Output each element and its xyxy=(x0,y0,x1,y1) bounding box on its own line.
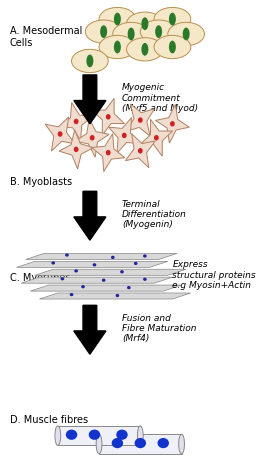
Polygon shape xyxy=(39,293,191,299)
Polygon shape xyxy=(126,104,154,136)
Polygon shape xyxy=(75,118,109,157)
Ellipse shape xyxy=(74,146,78,152)
Text: Express
structural proteins
e.g Myosin+Actin: Express structural proteins e.g Myosin+A… xyxy=(173,260,256,290)
Ellipse shape xyxy=(85,20,122,43)
Ellipse shape xyxy=(55,426,61,446)
Ellipse shape xyxy=(169,13,176,25)
Text: Fusion and
Fibre Maturation
(Mrf4): Fusion and Fibre Maturation (Mrf4) xyxy=(122,314,196,343)
Ellipse shape xyxy=(81,285,85,288)
Ellipse shape xyxy=(154,8,191,31)
Ellipse shape xyxy=(100,25,107,38)
Ellipse shape xyxy=(135,438,146,448)
Ellipse shape xyxy=(51,261,55,265)
Polygon shape xyxy=(30,285,182,291)
Ellipse shape xyxy=(183,28,190,41)
Ellipse shape xyxy=(89,430,100,440)
Text: C. Myotubes: C. Myotubes xyxy=(10,273,70,283)
Ellipse shape xyxy=(143,254,147,258)
Text: A. Mesodermal
Cells: A. Mesodermal Cells xyxy=(10,26,82,48)
Ellipse shape xyxy=(66,430,77,440)
Polygon shape xyxy=(35,269,186,275)
Ellipse shape xyxy=(72,49,108,73)
Ellipse shape xyxy=(113,22,149,46)
Ellipse shape xyxy=(142,43,148,56)
Polygon shape xyxy=(21,277,173,283)
Ellipse shape xyxy=(114,41,121,53)
Ellipse shape xyxy=(134,262,138,265)
Text: B. Myoblasts: B. Myoblasts xyxy=(10,177,72,187)
Ellipse shape xyxy=(138,148,143,154)
Ellipse shape xyxy=(127,12,163,35)
Ellipse shape xyxy=(116,430,128,440)
Ellipse shape xyxy=(122,133,127,138)
FancyBboxPatch shape xyxy=(99,434,182,454)
FancyArrow shape xyxy=(74,75,106,124)
Polygon shape xyxy=(92,134,125,171)
Ellipse shape xyxy=(154,35,191,58)
Ellipse shape xyxy=(96,434,102,454)
Polygon shape xyxy=(26,253,177,260)
Text: D. Muscle fibres: D. Muscle fibres xyxy=(10,414,88,425)
Ellipse shape xyxy=(99,8,136,31)
Ellipse shape xyxy=(169,41,176,53)
Ellipse shape xyxy=(127,286,131,289)
Polygon shape xyxy=(125,134,155,168)
Ellipse shape xyxy=(179,434,184,454)
Ellipse shape xyxy=(106,114,111,120)
Polygon shape xyxy=(140,119,173,156)
Ellipse shape xyxy=(143,277,147,281)
Ellipse shape xyxy=(140,20,177,43)
Ellipse shape xyxy=(65,253,69,257)
FancyArrow shape xyxy=(74,191,106,240)
Ellipse shape xyxy=(58,131,63,137)
Ellipse shape xyxy=(138,426,143,446)
Ellipse shape xyxy=(106,150,111,155)
Ellipse shape xyxy=(70,293,73,296)
Ellipse shape xyxy=(128,28,135,41)
Ellipse shape xyxy=(86,55,93,67)
Polygon shape xyxy=(92,98,124,135)
Ellipse shape xyxy=(93,263,96,267)
Ellipse shape xyxy=(114,13,121,25)
Polygon shape xyxy=(59,130,93,169)
Text: Myogenic
Commitment
(Myf5 and Myod): Myogenic Commitment (Myf5 and Myod) xyxy=(122,83,198,113)
Polygon shape xyxy=(16,261,168,268)
Ellipse shape xyxy=(111,256,115,259)
Ellipse shape xyxy=(112,438,123,448)
Polygon shape xyxy=(45,117,75,151)
Ellipse shape xyxy=(138,117,143,123)
Ellipse shape xyxy=(168,22,205,46)
Ellipse shape xyxy=(60,277,64,280)
Ellipse shape xyxy=(99,35,136,58)
Ellipse shape xyxy=(120,270,124,274)
Ellipse shape xyxy=(116,294,119,297)
Ellipse shape xyxy=(90,135,95,140)
Polygon shape xyxy=(156,105,189,143)
Ellipse shape xyxy=(170,121,175,127)
Polygon shape xyxy=(109,118,140,153)
Ellipse shape xyxy=(154,135,159,140)
Ellipse shape xyxy=(127,38,163,61)
Ellipse shape xyxy=(155,25,162,38)
Ellipse shape xyxy=(142,17,148,30)
Ellipse shape xyxy=(74,269,78,273)
Text: Terminal
Differentiation
(Myogenin): Terminal Differentiation (Myogenin) xyxy=(122,200,187,229)
Ellipse shape xyxy=(157,438,169,448)
FancyArrow shape xyxy=(74,305,106,354)
FancyBboxPatch shape xyxy=(58,426,140,446)
Ellipse shape xyxy=(102,278,105,282)
Polygon shape xyxy=(60,103,93,140)
Ellipse shape xyxy=(74,119,78,124)
